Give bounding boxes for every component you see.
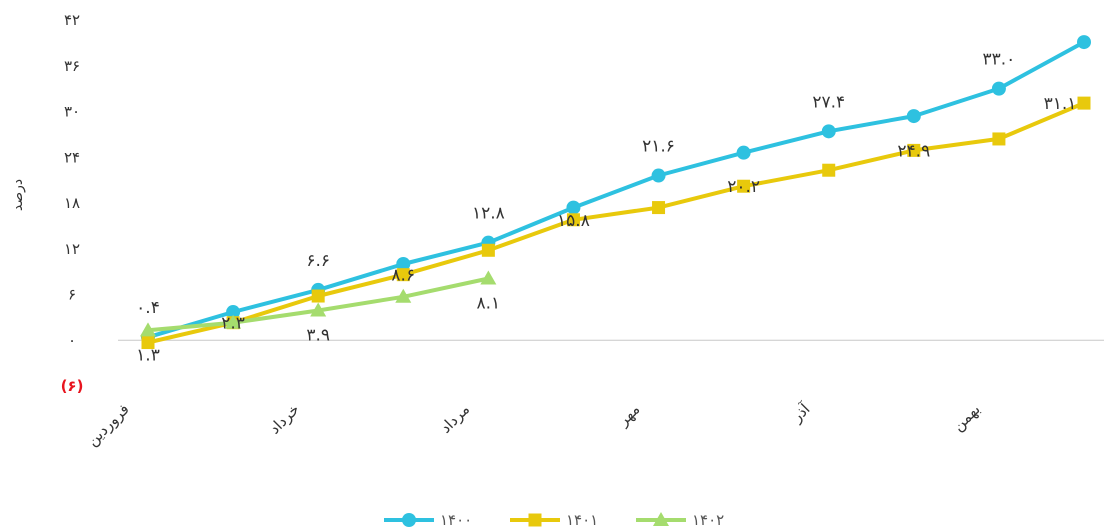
series-marker xyxy=(140,322,156,337)
data-label: ۲.۳ xyxy=(221,314,245,334)
series-marker xyxy=(566,200,581,215)
y-axis: ۴۲ ۳۶ ۳۰ ۲۴ ۱۸ ۱۲ ۶ ۰ (۶) xyxy=(61,11,84,395)
series-line xyxy=(146,101,1086,345)
series-marker xyxy=(821,124,836,139)
y-tick-label: ۶ xyxy=(68,286,76,304)
data-label: ۳۳.۰ xyxy=(983,50,1016,70)
legend-label: ۱۴۰۱ xyxy=(566,511,598,529)
series-3 xyxy=(140,270,497,337)
series-marker xyxy=(991,81,1006,96)
series-marker xyxy=(402,513,416,527)
series-marker xyxy=(992,132,1006,146)
series-marker xyxy=(311,289,325,303)
legend-label: ۱۴۰۰ xyxy=(440,511,472,529)
series-marker xyxy=(396,257,411,271)
data-label: ۸.۶ xyxy=(391,266,415,286)
series-1 xyxy=(141,35,1091,345)
series-marker xyxy=(651,168,666,183)
data-label: ۳۱.۱ xyxy=(1044,94,1077,114)
series-marker xyxy=(396,268,410,282)
series-marker xyxy=(528,513,542,527)
y-tick-label: ۱۲ xyxy=(64,240,80,258)
series-line xyxy=(146,40,1086,340)
y-axis-label: درصد xyxy=(10,179,26,211)
legend-item-3: ۱۴۰۲ xyxy=(636,511,724,529)
y-tick-label: ۰ xyxy=(68,331,76,349)
legend-label: ۱۴۰۲ xyxy=(692,511,724,529)
series-marker xyxy=(653,512,669,526)
x-tick-label: مرداد xyxy=(437,400,474,437)
x-tick-label: خرداد xyxy=(265,400,303,438)
data-label: ۱.۳ xyxy=(136,345,160,365)
data-label: ۰.۴ xyxy=(136,298,160,318)
data-label: ۲۱.۶ xyxy=(642,137,675,157)
series-marker xyxy=(737,179,751,193)
series-marker xyxy=(141,336,155,350)
y-tick-label: ۱۸ xyxy=(64,194,80,212)
data-label: ۲۰.۲ xyxy=(727,177,760,197)
series-marker xyxy=(566,213,580,227)
series-marker xyxy=(481,243,495,257)
data-label: ۲۷.۴ xyxy=(812,92,845,112)
series-marker xyxy=(480,270,497,285)
data-label: ۲۴.۹ xyxy=(897,141,930,161)
data-label: ۶.۶ xyxy=(306,251,330,271)
series-marker xyxy=(907,143,921,157)
y-tick-label: (۶) xyxy=(61,377,84,395)
series-marker xyxy=(1077,35,1091,50)
series-marker xyxy=(310,302,327,317)
series-2 xyxy=(141,96,1091,350)
series-marker xyxy=(822,163,836,177)
x-tick-label: بهمن xyxy=(949,400,984,435)
series-marker xyxy=(1077,96,1091,110)
legend: ۱۴۰۰ ۱۴۰۱ ۱۴۰۲ xyxy=(384,511,724,529)
series-marker xyxy=(395,288,412,303)
data-label: ۳.۹ xyxy=(306,326,330,346)
data-label: ۱۲.۸ xyxy=(472,204,505,224)
legend-item-2: ۱۴۰۱ xyxy=(510,511,598,529)
y-tick-label: ۳۶ xyxy=(64,57,80,75)
data-labels: ۰.۴ ۶.۶ ۱۲.۸ ۲۱.۶ ۲۷.۴ ۳۳.۰ ۲.۳ ۸.۶ ۱۵.۸ ۲۰.۲ ۲۴.۹… xyxy=(136,50,1076,366)
series-marker xyxy=(652,201,666,215)
data-label: ۸.۱ xyxy=(477,293,501,313)
series-marker xyxy=(906,109,921,124)
series-marker xyxy=(736,145,751,160)
series-layer xyxy=(140,35,1091,350)
x-tick-label: آذر xyxy=(787,400,814,427)
x-tick-label: مهر xyxy=(614,400,644,430)
y-tick-label: ۴۲ xyxy=(64,11,80,29)
series-marker xyxy=(225,314,242,329)
y-tick-label: ۲۴ xyxy=(64,148,80,166)
data-label: ۱۵.۸ xyxy=(557,211,590,231)
x-tick-label: فروردین xyxy=(83,400,133,450)
legend-item-1: ۱۴۰۰ xyxy=(384,511,472,529)
y-tick-label: ۳۰ xyxy=(64,103,80,121)
x-axis: فروردین خرداد مرداد مهر آذر بهمن xyxy=(83,400,984,450)
series-marker xyxy=(226,305,241,320)
